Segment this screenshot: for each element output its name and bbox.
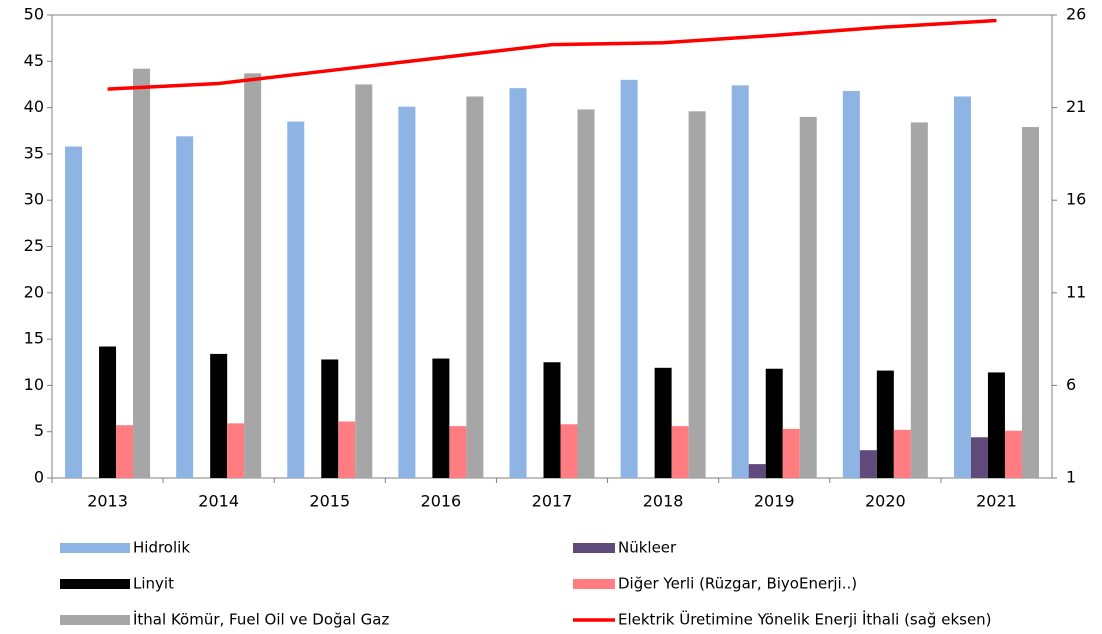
bar (893, 429, 911, 478)
legend-label: Diğer Yerli (Rüzgar, BiyoEnerji..) (618, 575, 857, 593)
bar (287, 121, 305, 479)
bar (876, 370, 894, 478)
bar (560, 424, 578, 478)
bar (321, 359, 339, 478)
legend-label: Hidrolik (133, 539, 190, 557)
x-tick-label: 2015 (309, 492, 350, 511)
bar (910, 122, 928, 478)
legend-swatch (60, 543, 130, 553)
x-tick-label: 2020 (865, 492, 906, 511)
x-tick-label: 2016 (421, 492, 462, 511)
bar (765, 368, 783, 478)
bar (509, 88, 527, 479)
bar (398, 106, 416, 478)
bar (782, 428, 800, 478)
legend-swatch (573, 579, 615, 589)
bar (1004, 430, 1022, 478)
bar (210, 353, 228, 478)
x-tick-label: 2018 (643, 492, 684, 511)
bar (543, 362, 561, 478)
y2-tick-label: 6 (1066, 375, 1076, 394)
bar (338, 421, 356, 478)
y-tick-label: 50 (24, 5, 44, 24)
bar (799, 116, 817, 479)
bar (355, 84, 373, 478)
y-tick-label: 45 (24, 51, 44, 70)
bar (970, 437, 988, 478)
y2-tick-label: 26 (1066, 5, 1086, 24)
bar (116, 425, 134, 478)
legend-swatch (60, 615, 130, 625)
line (107, 18, 997, 91)
bar (620, 79, 638, 478)
x-tick-label: 2013 (87, 492, 128, 511)
bar (953, 96, 971, 478)
bar (688, 111, 706, 478)
y-tick-label: 20 (24, 282, 44, 301)
bar (654, 367, 672, 478)
y2-tick-label: 21 (1066, 97, 1086, 116)
x-tick-label: 2021 (976, 492, 1017, 511)
y-tick-label: 5 (34, 421, 44, 440)
bar (1021, 127, 1039, 479)
bar (227, 423, 245, 478)
bar (987, 372, 1005, 478)
y-tick-label: 15 (24, 329, 44, 348)
y-tick-label: 35 (24, 143, 44, 162)
bar (244, 73, 262, 478)
bar (748, 464, 766, 478)
y-tick-label: 30 (24, 190, 44, 209)
legend-label: Elektrik Üretimine Yönelik Enerji İthali… (618, 610, 992, 629)
y2-tick-label: 11 (1066, 282, 1086, 301)
y2-tick-label: 16 (1066, 190, 1086, 209)
bar (432, 358, 450, 478)
y-tick-label: 10 (24, 375, 44, 394)
bar (577, 109, 595, 479)
legend-label: İthal Kömür, Fuel Oil ve Doğal Gaz (133, 610, 389, 629)
legend-label: Linyit (133, 575, 174, 593)
legend-swatch (60, 579, 130, 589)
legend-swatch (573, 543, 615, 553)
bar (65, 146, 83, 478)
legend-label: Nükleer (618, 539, 677, 557)
bar (133, 68, 151, 478)
bar (859, 450, 877, 478)
y-tick-label: 40 (24, 97, 44, 116)
bar (731, 85, 749, 478)
bar (176, 136, 194, 478)
bar (449, 426, 467, 478)
bar (466, 96, 484, 478)
y-tick-label: 25 (24, 236, 44, 255)
x-tick-label: 2017 (532, 492, 573, 511)
y-tick-label: 0 (34, 468, 44, 487)
y2-tick-label: 1 (1066, 468, 1076, 487)
bar (671, 426, 689, 478)
bar (99, 346, 117, 478)
x-tick-label: 2019 (754, 492, 795, 511)
x-tick-label: 2014 (198, 492, 239, 511)
bar (842, 90, 860, 478)
